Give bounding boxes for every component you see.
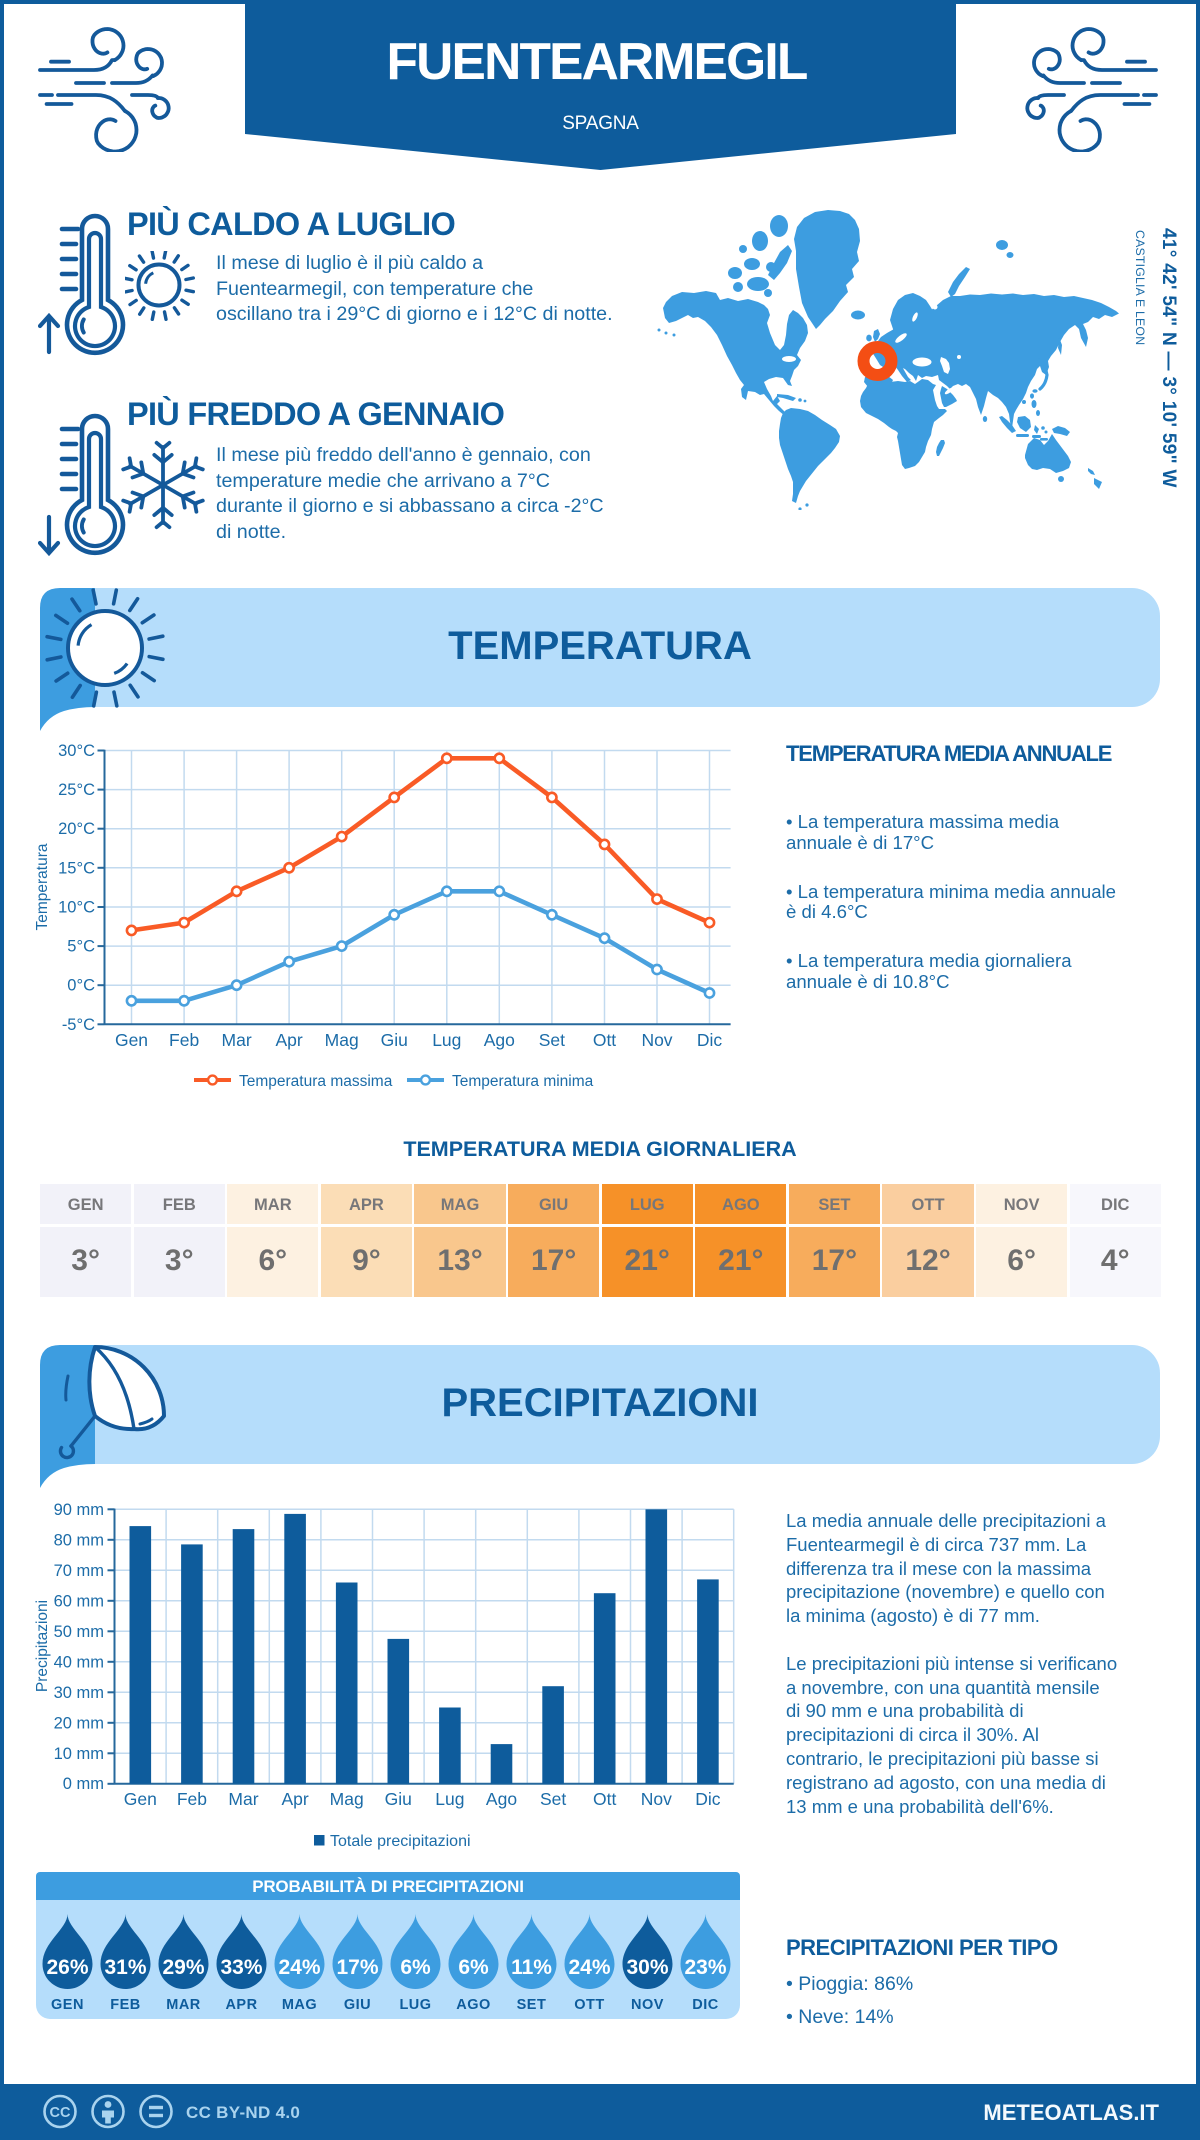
svg-text:Totale precipitazioni: Totale precipitazioni [330,1833,471,1850]
svg-text:60 mm: 60 mm [54,1592,104,1610]
svg-text:Mar: Mar [222,1030,252,1050]
svg-text:5°C: 5°C [67,938,95,956]
svg-text:Ago: Ago [486,1789,517,1809]
svg-text:20°C: 20°C [58,820,95,838]
svg-text:Lug: Lug [435,1789,464,1809]
svg-text:Dic: Dic [697,1030,723,1050]
svg-text:Feb: Feb [177,1789,207,1809]
svg-text:0 mm: 0 mm [63,1775,104,1793]
svg-text:20 mm: 20 mm [54,1714,104,1732]
svg-text:24%: 24% [278,1956,320,1979]
svg-text:0°C: 0°C [67,977,95,995]
svg-text:33%: 33% [220,1956,262,1979]
svg-text:10°C: 10°C [58,899,95,917]
svg-text:Ott: Ott [593,1789,616,1809]
svg-text:Feb: Feb [169,1030,199,1050]
svg-text:Precipitazioni: Precipitazioni [34,1600,51,1692]
svg-text:Ago: Ago [484,1030,515,1050]
svg-text:-5°C: -5°C [62,1016,95,1034]
svg-text:6%: 6% [458,1956,489,1979]
svg-text:Giu: Giu [385,1789,412,1809]
svg-text:31%: 31% [104,1956,146,1979]
svg-text:Dic: Dic [695,1789,721,1809]
svg-text:24%: 24% [568,1956,610,1979]
svg-text:50 mm: 50 mm [54,1623,104,1641]
svg-text:Lug: Lug [432,1030,461,1050]
svg-text:10 mm: 10 mm [54,1745,104,1763]
svg-text:30°C: 30°C [58,742,95,760]
svg-text:6%: 6% [400,1956,431,1979]
svg-text:Apr: Apr [275,1030,302,1050]
svg-text:Temperatura minima: Temperatura minima [452,1073,594,1090]
svg-text:25°C: 25°C [58,781,95,799]
svg-text:26%: 26% [46,1956,88,1979]
svg-text:Set: Set [539,1030,565,1050]
svg-text:Mag: Mag [330,1789,364,1809]
svg-text:80 mm: 80 mm [54,1531,104,1549]
svg-text:11%: 11% [511,1956,552,1979]
svg-text:Nov: Nov [641,1789,672,1809]
svg-text:Ott: Ott [593,1030,616,1050]
svg-text:Gen: Gen [115,1030,148,1050]
svg-text:15°C: 15°C [58,859,95,877]
svg-text:90 mm: 90 mm [54,1501,104,1519]
svg-text:Nov: Nov [641,1030,672,1050]
svg-text:40 mm: 40 mm [54,1653,104,1671]
svg-text:29%: 29% [162,1956,204,1979]
svg-text:70 mm: 70 mm [54,1562,104,1580]
svg-text:Mar: Mar [228,1789,258,1809]
svg-text:17%: 17% [336,1956,378,1979]
svg-text:Mag: Mag [325,1030,359,1050]
svg-text:Apr: Apr [281,1789,308,1809]
svg-text:Set: Set [540,1789,566,1809]
svg-text:Temperatura massima: Temperatura massima [239,1073,393,1090]
svg-text:30 mm: 30 mm [54,1684,104,1702]
svg-text:30%: 30% [626,1956,668,1979]
svg-text:23%: 23% [684,1956,726,1979]
svg-text:Giu: Giu [381,1030,408,1050]
svg-text:Gen: Gen [124,1789,157,1809]
svg-text:CC: CC [50,2105,71,2121]
svg-text:Temperatura: Temperatura [34,843,51,930]
